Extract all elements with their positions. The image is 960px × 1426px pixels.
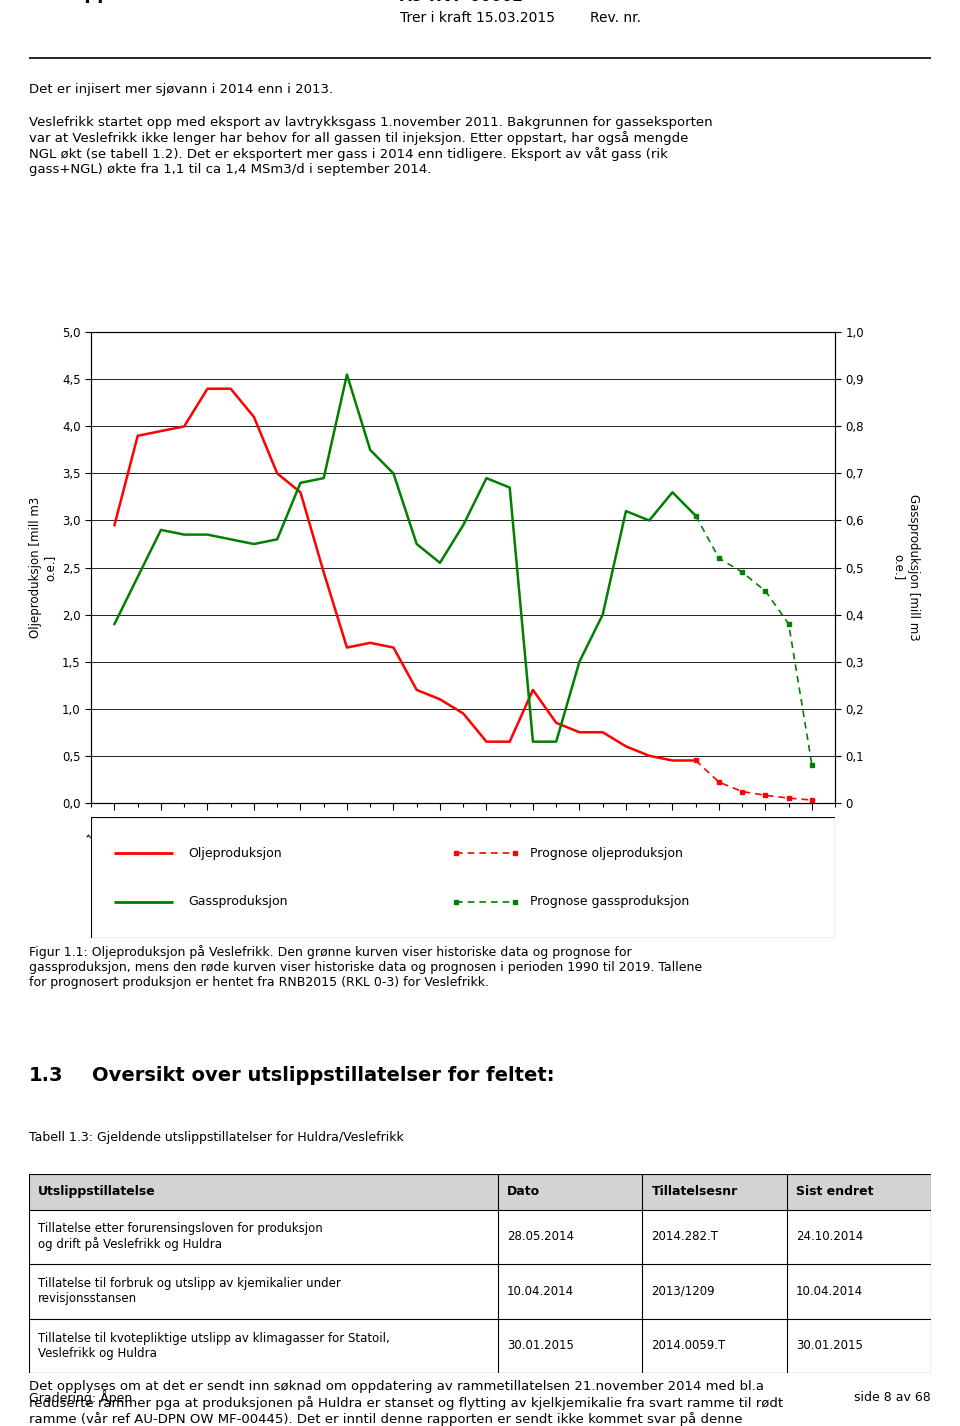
Text: Sist endret: Sist endret — [796, 1185, 874, 1198]
Text: Trer i kraft 15.03.2015: Trer i kraft 15.03.2015 — [400, 11, 555, 26]
Text: 2013/1209: 2013/1209 — [652, 1285, 715, 1298]
Text: 2014.282.T: 2014.282.T — [652, 1231, 718, 1243]
Text: 28.05.2014: 28.05.2014 — [507, 1231, 574, 1243]
Text: Veslefrikk startet opp med eksport av lavtrykksgass 1.november 2011. Bakgrunnen : Veslefrikk startet opp med eksport av la… — [29, 116, 712, 175]
Text: Rev. nr.: Rev. nr. — [590, 11, 641, 26]
Text: Prognose oljeproduksjon: Prognose oljeproduksjon — [530, 847, 683, 860]
Text: Utslippstillatelse: Utslippstillatelse — [37, 1185, 156, 1198]
Y-axis label: Oljeproduksjon [mill m3
o.e.]: Oljeproduksjon [mill m3 o.e.] — [29, 496, 57, 639]
Text: 1.3: 1.3 — [29, 1065, 63, 1085]
Text: AU-HVF-00002: AU-HVF-00002 — [400, 0, 524, 3]
Text: Tabell 1.3: Gjeldende utslippstillatelser for Huldra/Veslefrikk: Tabell 1.3: Gjeldende utslippstillatelse… — [29, 1131, 403, 1144]
Text: Prognose gassproduksjon: Prognose gassproduksjon — [530, 896, 689, 908]
Bar — [29, 1174, 931, 1209]
Text: 10.04.2014: 10.04.2014 — [796, 1285, 863, 1298]
Text: Tillatelse til kvotepliktige utslipp av klimagasser for Statoil,
Veslefrikk og H: Tillatelse til kvotepliktige utslipp av … — [37, 1332, 390, 1360]
Text: 30.01.2015: 30.01.2015 — [796, 1339, 863, 1352]
Text: Gassproduksjon: Gassproduksjon — [188, 896, 287, 908]
Text: Tillatelse til forbruk og utslipp av kjemikalier under
revisjonsstansen: Tillatelse til forbruk og utslipp av kje… — [37, 1278, 341, 1305]
Text: 30.01.2015: 30.01.2015 — [507, 1339, 574, 1352]
Text: Oljeproduksjon: Oljeproduksjon — [188, 847, 281, 860]
Text: Gradering: Åpen: Gradering: Åpen — [29, 1390, 132, 1405]
Y-axis label: Gassproduksjon [mill m3
o.e.]: Gassproduksjon [mill m3 o.e.] — [892, 495, 920, 640]
Text: Oversikt over utslippstillatelser for feltet:: Oversikt over utslippstillatelser for fe… — [92, 1065, 555, 1085]
Text: Årsrapport 2014 for Veslefrikk: Årsrapport 2014 for Veslefrikk — [30, 0, 339, 3]
Text: Dato: Dato — [507, 1185, 540, 1198]
Text: side 8 av 68: side 8 av 68 — [854, 1390, 931, 1405]
Text: Tillatelsesnr: Tillatelsesnr — [652, 1185, 737, 1198]
Text: Det er injisert mer sjøvann i 2014 enn i 2013.: Det er injisert mer sjøvann i 2014 enn i… — [29, 83, 333, 96]
Text: Tillatelse etter forurensingsloven for produksjon
og drift på Veslefrikk og Huld: Tillatelse etter forurensingsloven for p… — [37, 1222, 323, 1252]
Text: 24.10.2014: 24.10.2014 — [796, 1231, 863, 1243]
Text: 10.04.2014: 10.04.2014 — [507, 1285, 574, 1298]
Text: 2014.0059.T: 2014.0059.T — [652, 1339, 726, 1352]
Text: Det opplyses om at det er sendt inn søknad om oppdatering av rammetillatelsen 21: Det opplyses om at det er sendt inn søkn… — [29, 1380, 783, 1426]
Text: Figur 1.1: Oljeproduksjon på Veslefrikk. Den grønne kurven viser historiske data: Figur 1.1: Oljeproduksjon på Veslefrikk.… — [29, 945, 702, 990]
X-axis label: År: År — [454, 894, 472, 908]
